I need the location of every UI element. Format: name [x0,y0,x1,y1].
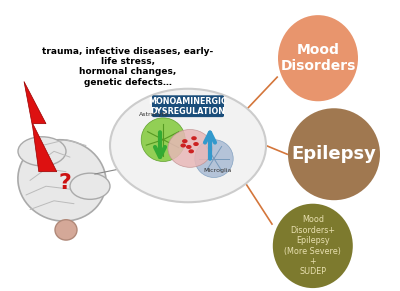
Text: Mood
Disorders: Mood Disorders [280,43,356,73]
FancyBboxPatch shape [152,95,224,117]
Circle shape [186,145,192,149]
Circle shape [191,136,197,140]
Circle shape [110,89,266,202]
Ellipse shape [18,140,106,221]
Text: MONOAMINERGIC
DYSREGULATION: MONOAMINERGIC DYSREGULATION [148,97,228,116]
Ellipse shape [70,173,110,199]
Circle shape [182,139,188,143]
Ellipse shape [141,118,185,162]
Text: Astrocyte: Astrocyte [139,112,169,118]
Polygon shape [24,81,57,172]
Ellipse shape [168,129,212,167]
Ellipse shape [18,137,66,166]
Text: Microglia: Microglia [204,168,232,173]
Text: Mood
Disorders+
Epilepsy
(More Severe)
+
SUDEP: Mood Disorders+ Epilepsy (More Severe) +… [284,215,341,276]
Ellipse shape [278,15,358,101]
Text: trauma, infective diseases, early-
life stress,
hormonal changes,
genetic defect: trauma, infective diseases, early- life … [42,47,213,87]
Text: ?: ? [58,173,71,193]
Circle shape [188,149,194,153]
Ellipse shape [288,108,380,200]
Ellipse shape [195,140,233,178]
Circle shape [193,142,199,146]
Text: Epilepsy: Epilepsy [292,145,376,163]
Ellipse shape [55,220,77,240]
Circle shape [180,143,186,148]
Ellipse shape [273,204,353,288]
